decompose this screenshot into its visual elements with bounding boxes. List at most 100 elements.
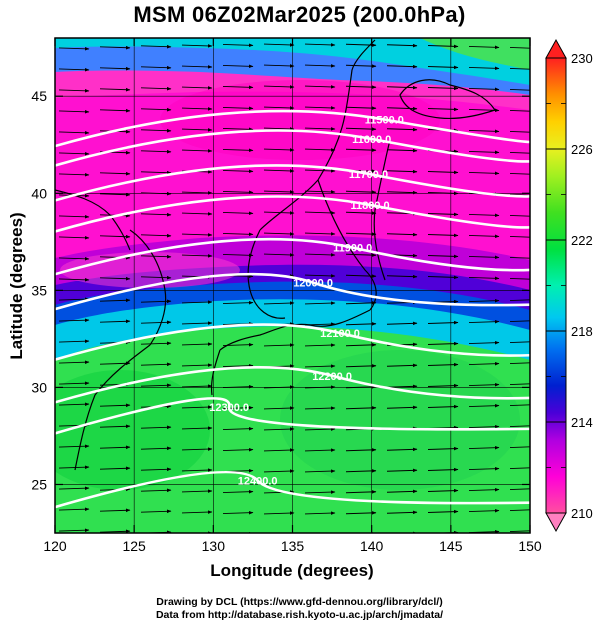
y-tick-label: 25 <box>31 476 47 492</box>
contour-line <box>55 272 530 311</box>
wind-arrow <box>140 191 172 196</box>
wind-arrow <box>345 232 377 236</box>
x-tick-label: 125 <box>122 538 146 554</box>
wind-arrow <box>386 106 418 111</box>
wind-arrow <box>509 404 530 406</box>
wind-arrow <box>468 129 500 134</box>
wind-arrow <box>468 234 500 239</box>
wind-arrow <box>181 468 213 472</box>
wind-arrow <box>345 469 377 473</box>
wind-arrow <box>99 234 131 239</box>
wind-arrow <box>99 87 131 92</box>
wind-arrow <box>263 148 295 152</box>
wind-arrow <box>99 361 131 366</box>
wind-arrow <box>222 148 254 153</box>
wind-arrow <box>181 149 213 153</box>
wind-arrow <box>58 46 90 51</box>
wind-arrow <box>58 172 90 177</box>
wind-arrow <box>509 488 530 490</box>
wind-arrow <box>222 127 254 132</box>
y-axis-label: Latitude (degrees) <box>7 212 26 359</box>
wind-arrow <box>386 510 418 515</box>
wind-arrow <box>386 148 418 153</box>
wind-arrow <box>427 254 459 259</box>
wind-arrow <box>58 402 90 407</box>
wind-arrow <box>386 190 418 195</box>
wind-arrow <box>181 44 213 48</box>
wind-arrow <box>468 466 500 471</box>
wind-arrow <box>345 448 377 452</box>
wind-arrow <box>181 342 213 346</box>
wind-arrow <box>222 300 254 305</box>
x-axis: 120 125 130 135 140 145 150 <box>43 38 542 554</box>
colorbar: 210 214 218 222 226 230 <box>545 38 593 533</box>
wind-arrow <box>140 446 172 451</box>
wind-arrow <box>427 191 459 196</box>
wind-arrow <box>99 276 131 281</box>
wind-arrow <box>304 127 336 131</box>
contour-line <box>55 164 530 202</box>
wind-arrow <box>468 255 500 260</box>
contour-labels: 11500.0 11600.0 11700.0 11800.0 11900.0 12000… <box>209 115 404 488</box>
contour-line <box>55 109 530 148</box>
wind-arrow <box>222 510 254 515</box>
wind-arrow <box>345 106 377 110</box>
wind-arrow <box>263 427 295 431</box>
wind-arrow <box>263 64 295 68</box>
y-tick-label: 40 <box>31 185 47 201</box>
wind-arrow <box>140 128 172 133</box>
wind-arrow <box>222 211 254 216</box>
x-tick-label: 120 <box>43 538 67 554</box>
wind-arrow <box>509 194 530 196</box>
x-tick-label: 150 <box>518 538 542 554</box>
wind-arrow <box>58 507 90 512</box>
wind-arrow <box>304 211 336 215</box>
wind-arrow <box>509 110 530 112</box>
wind-arrow <box>304 448 336 452</box>
wind-arrow <box>99 171 131 176</box>
wind-arrow <box>509 509 530 511</box>
wind-arrow <box>181 191 213 195</box>
contour-label: 12000.0 <box>293 278 333 290</box>
wind-arrow <box>304 85 336 89</box>
wind-arrow <box>222 253 254 258</box>
wind-arrow <box>140 65 172 70</box>
wind-arrow <box>345 190 377 194</box>
wind-arrow <box>181 426 213 430</box>
wind-arrow <box>427 320 459 325</box>
wind-arrow <box>58 88 90 93</box>
wind-arrow <box>140 467 172 472</box>
wind-arrow <box>386 447 418 452</box>
contour-label: 12200.0 <box>312 371 352 383</box>
wind-arrow <box>345 253 377 257</box>
wind-arrow <box>58 339 90 344</box>
wind-arrow <box>222 489 254 494</box>
wind-arrow <box>345 511 377 515</box>
wind-arrow <box>140 362 172 367</box>
wind-arrow <box>263 448 295 452</box>
wind-arrow <box>304 406 336 410</box>
wind-arrow <box>345 406 377 410</box>
wind-arrow <box>386 169 418 174</box>
wind-arrow <box>181 363 213 367</box>
colorbar-tick-label: 230 <box>571 51 593 66</box>
wind-arrow <box>509 362 530 364</box>
wind-arrow <box>140 509 172 514</box>
y-tick-label: 35 <box>31 282 47 298</box>
wind-arrow <box>386 127 418 132</box>
wind-arrow <box>509 530 530 532</box>
wind-arrow <box>263 169 295 173</box>
wind-arrow <box>427 383 459 388</box>
wind-arrow <box>222 106 254 111</box>
wind-arrow <box>345 148 377 152</box>
wind-arrow <box>345 322 377 326</box>
wind-arrow <box>181 300 213 304</box>
wind-arrow <box>304 232 336 236</box>
contour-line <box>55 470 530 509</box>
wind-arrow <box>468 340 500 345</box>
wind-arrow <box>58 67 90 72</box>
chart-title: MSM 06Z02Mar2025 (200.0hPa) <box>133 2 466 27</box>
wind-arrow <box>58 486 90 491</box>
wind-arrow <box>304 343 336 347</box>
